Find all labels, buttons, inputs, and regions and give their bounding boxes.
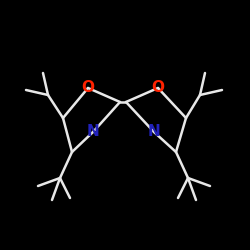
Text: O: O: [82, 80, 94, 96]
Text: O: O: [152, 80, 164, 96]
Text: N: N: [148, 124, 160, 140]
Text: N: N: [87, 124, 100, 140]
